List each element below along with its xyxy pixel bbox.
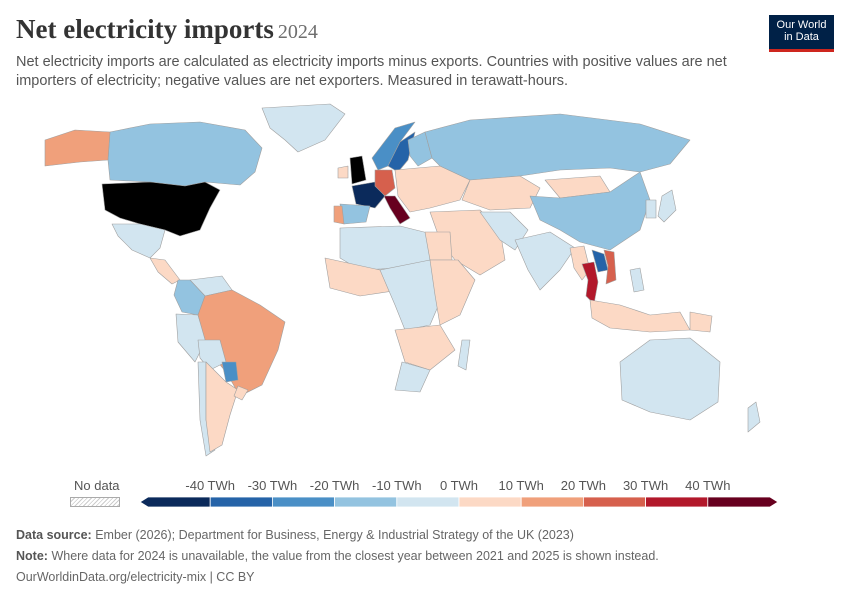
legend-bin-6[interactable]: [520, 496, 584, 508]
legend-tick-label: -10 TWh: [371, 478, 422, 493]
region-south-africa[interactable]: [394, 361, 431, 393]
legend-tick-label: -40 TWh: [185, 478, 235, 493]
region-uruguay[interactable]: [233, 385, 249, 401]
region-paraguay[interactable]: [221, 361, 239, 383]
region-italy[interactable]: [383, 195, 411, 225]
region-thailand[interactable]: [581, 261, 599, 305]
region-papua-new-guinea[interactable]: [689, 311, 713, 333]
legend-tick-label: -20 TWh: [309, 478, 360, 493]
region-india[interactable]: [514, 231, 576, 291]
region-madagascar[interactable]: [457, 339, 471, 371]
region-west-africa[interactable]: [324, 257, 401, 297]
region-canada[interactable]: [107, 121, 263, 187]
legend: No data -40 TWh -30 TWh -20 TWh -10 TWh 0 TW…: [0, 470, 850, 515]
region-spain[interactable]: [339, 203, 371, 225]
footer-source: Data source: Ember (2026); Department fo…: [16, 528, 574, 542]
source-text: Ember (2026); Department for Business, E…: [95, 528, 574, 542]
region-ireland[interactable]: [337, 165, 349, 179]
region-finland[interactable]: [407, 131, 433, 167]
footer-link[interactable]: OurWorldinData.org/electricity-mix | CC …: [16, 570, 255, 584]
legend-bin-7[interactable]: [583, 496, 647, 508]
region-argentina[interactable]: [205, 361, 239, 453]
no-data-swatch: [70, 497, 120, 507]
region-kazakhstan[interactable]: [461, 175, 541, 211]
region-southern-africa[interactable]: [394, 324, 456, 371]
region-indonesia[interactable]: [589, 299, 691, 333]
footer-note: Note: Where data for 2024 is unavailable…: [16, 549, 659, 563]
legend-bin-0[interactable]: [139, 496, 211, 508]
legend-tick-label: 30 TWh: [622, 478, 669, 493]
region-china[interactable]: [529, 171, 651, 251]
legend-bin-8[interactable]: [645, 496, 709, 508]
region-philippines[interactable]: [629, 267, 645, 293]
legend-tick-label: 20 TWh: [560, 478, 607, 493]
region-egypt[interactable]: [424, 231, 453, 261]
note-text: Where data for 2024 is unavailable, the …: [51, 549, 659, 563]
legend-bin-9[interactable]: [707, 496, 779, 508]
note-label: Note:: [16, 549, 48, 563]
chart-subtitle: Net electricity imports are calculated a…: [16, 54, 727, 89]
chart-title: Net electricity imports 2024: [16, 14, 318, 45]
region-russia[interactable]: [424, 113, 691, 181]
region-france[interactable]: [351, 181, 386, 209]
region-central-america[interactable]: [149, 257, 181, 285]
region-japan[interactable]: [657, 189, 677, 223]
title-text: Net electricity imports: [16, 14, 274, 44]
legend-bin-5[interactable]: [458, 496, 522, 508]
owid-logo[interactable]: Our World in Data: [769, 15, 834, 52]
region-australia[interactable]: [619, 337, 721, 421]
world-map: [44, 103, 761, 457]
region-korea[interactable]: [645, 199, 657, 219]
legend-tick-label: 0 TWh: [439, 478, 479, 493]
legend-tick-label: 40 TWh: [685, 478, 731, 493]
logo-line-1: Our World: [776, 19, 827, 31]
legend-tick-label: -30 TWh: [247, 478, 298, 493]
source-label: Data source:: [16, 528, 92, 542]
region-germany[interactable]: [374, 169, 396, 197]
region-east-africa[interactable]: [429, 259, 476, 326]
region-greenland[interactable]: [261, 103, 346, 153]
region-mexico[interactable]: [111, 223, 166, 259]
region-vietnam[interactable]: [603, 249, 617, 285]
logo-line-2: in Data: [784, 31, 819, 43]
legend-color-bar: [139, 496, 779, 508]
region-brazil[interactable]: [197, 289, 286, 397]
region-new-zealand[interactable]: [747, 401, 761, 433]
legend-bin-1[interactable]: [209, 496, 273, 508]
no-data-label: No data: [74, 478, 120, 493]
region-alaska[interactable]: [44, 129, 111, 167]
title-year: 2024: [277, 21, 318, 43]
region-portugal[interactable]: [333, 205, 345, 225]
legend-bin-3[interactable]: [334, 496, 398, 508]
legend-bin-4[interactable]: [396, 496, 460, 508]
legend-tick-label: 10 TWh: [498, 478, 544, 493]
legend-bin-2[interactable]: [271, 496, 335, 508]
